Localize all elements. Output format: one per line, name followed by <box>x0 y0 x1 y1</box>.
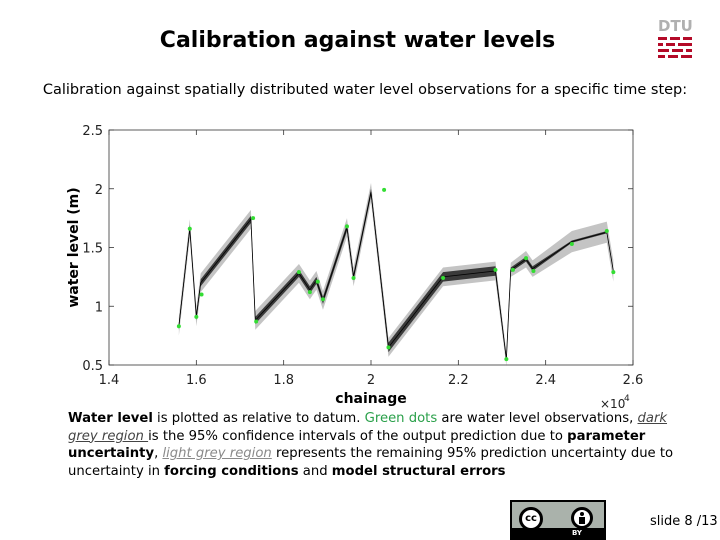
y-tick-label: 0.5 <box>82 359 103 374</box>
observation-point <box>320 297 325 302</box>
y-tick-label: 1.5 <box>82 242 103 257</box>
by-label: BY <box>512 528 604 538</box>
caption-model-errors: model structural errors <box>331 463 506 479</box>
caption-text-4: , <box>154 446 163 461</box>
x-axis-multiplier: ×10 <box>600 397 625 411</box>
y-axis-label: water level (m) <box>66 187 82 307</box>
observation-point <box>199 292 204 297</box>
observation-point <box>611 270 616 275</box>
caption-dark-grey: dark grey region <box>68 411 668 444</box>
y-tick-label: 2 <box>95 183 103 198</box>
caption-light-grey: light grey region <box>162 446 272 461</box>
intro-text: Calibration against spatially distribute… <box>42 82 688 98</box>
x-tick-label: 2.2 <box>448 373 469 388</box>
caption-forcing-conditions: forcing conditions <box>164 463 299 479</box>
caption-text-1: is plotted as relative to datum. <box>152 411 365 426</box>
caption-water-level: Water level <box>68 411 153 426</box>
caption-text-2: are water level observations, <box>437 411 638 426</box>
observation-point <box>504 357 509 362</box>
observation-point <box>510 267 515 272</box>
x-tick-label: 2.6 <box>623 373 644 388</box>
dtu-logo: DTU <box>658 17 693 68</box>
x-tick-label: 2.4 <box>535 373 556 388</box>
observation-point <box>251 216 256 221</box>
caption-green-dots: Green dots <box>364 411 438 426</box>
observation-point <box>194 314 199 319</box>
slide-number: slide 8 /13 <box>650 514 718 529</box>
observation-point <box>176 324 181 329</box>
observation-point <box>296 270 301 275</box>
x-axis-multiplier-exponent: 4 <box>624 394 630 404</box>
observation-point <box>441 276 446 281</box>
observation-point <box>382 187 387 192</box>
caption-text-6: and <box>298 463 332 479</box>
observation-point <box>344 224 349 229</box>
dtu-logo-bars <box>658 37 692 58</box>
cc-by-license-badge: cc BY <box>510 500 606 540</box>
y-tick-label: 1 <box>95 300 103 315</box>
x-tick-label: 2 <box>367 373 375 388</box>
light-grey-band <box>178 182 614 367</box>
slide-title: Calibration against water levels <box>159 28 556 53</box>
observation-point <box>315 279 320 284</box>
observation-point <box>351 276 356 281</box>
observation-point <box>569 241 574 246</box>
observation-point <box>307 290 312 295</box>
caption-parameter-uncertainty: parameter uncertainty <box>68 428 646 462</box>
caption-text-3: is the 95% confidence intervals of the o… <box>148 428 568 444</box>
dtu-logo-text: DTU <box>658 17 693 35</box>
dark-grey-band <box>178 188 614 362</box>
y-tick-label: 2.5 <box>82 124 103 139</box>
caption-text-5: represents the remaining 95% prediction … <box>68 446 674 479</box>
x-tick-label: 1.8 <box>273 373 294 388</box>
observation-point <box>254 319 259 324</box>
by-person-icon <box>571 507 593 529</box>
observation-point <box>187 226 192 231</box>
x-axis-label: chainage <box>335 391 406 407</box>
x-tick-label: 1.4 <box>99 373 120 388</box>
observation-point <box>604 229 609 234</box>
x-tick-label: 1.6 <box>186 373 207 388</box>
observation-point <box>386 345 391 350</box>
observation-point <box>493 267 498 272</box>
observation-point <box>524 256 529 261</box>
caption: Water level is plotted as relative to da… <box>68 410 678 480</box>
observation-point <box>531 269 536 273</box>
